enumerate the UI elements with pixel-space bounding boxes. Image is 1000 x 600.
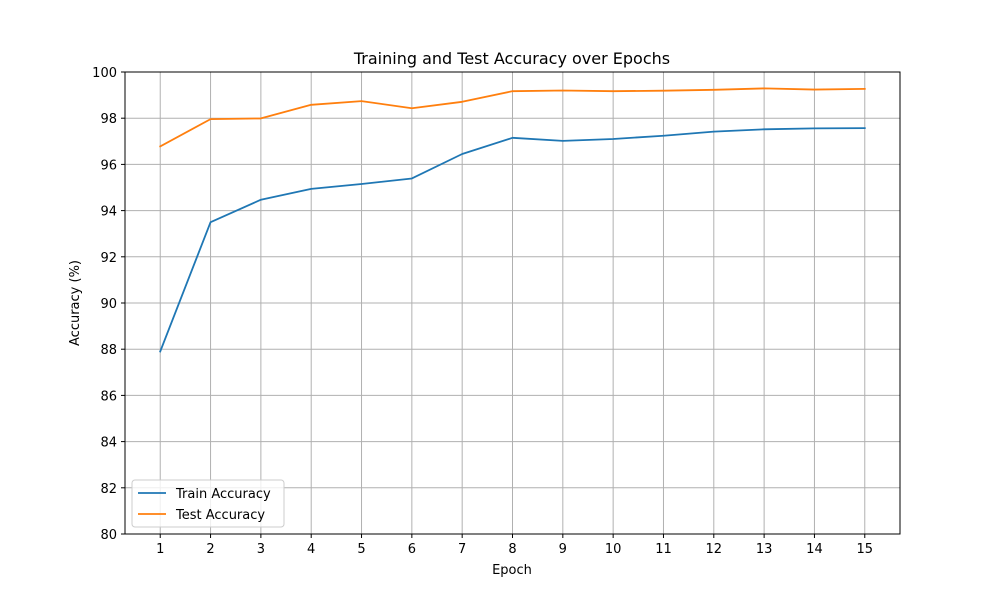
- y-tick-label: 98: [100, 112, 117, 127]
- x-tick-label: 15: [856, 542, 873, 557]
- x-tick-label: 2: [206, 542, 214, 557]
- legend-label: Train Accuracy: [175, 487, 271, 502]
- y-axis-label: Accuracy (%): [68, 260, 83, 346]
- y-tick-label: 84: [100, 436, 117, 451]
- x-tick-label: 8: [508, 542, 516, 557]
- y-tick-label: 92: [100, 251, 117, 266]
- y-tick-label: 100: [92, 66, 117, 81]
- x-tick-label: 13: [756, 542, 773, 557]
- legend: Train Accuracy Test Accuracy: [131, 479, 285, 528]
- x-tick-label: 5: [357, 542, 365, 557]
- x-tick-label: 7: [458, 542, 466, 557]
- legend-label: Test Accuracy: [175, 508, 265, 523]
- axis-ticks: 1 2 3 4 5 6 7 8 9 10 11 12 13 14 158082848688909294969…: [92, 66, 873, 557]
- x-tick-label: 14: [806, 542, 823, 557]
- chart-title: Training and Test Accuracy over Epochs: [353, 49, 670, 68]
- x-tick-label: 11: [655, 542, 672, 557]
- x-tick-label: 9: [559, 542, 567, 557]
- x-tick-label: 12: [706, 542, 723, 557]
- y-tick-label: 88: [100, 343, 117, 358]
- y-tick-label: 82: [100, 482, 117, 497]
- x-tick-label: 1: [156, 542, 164, 557]
- y-tick-label: 94: [100, 205, 117, 220]
- x-axis-label: Epoch: [492, 563, 532, 578]
- x-tick-label: 6: [408, 542, 416, 557]
- y-tick-label: 90: [100, 297, 117, 312]
- x-tick-label: 3: [257, 542, 265, 557]
- legend-box: [131, 479, 285, 528]
- y-tick-label: 86: [100, 389, 117, 404]
- series-line-test-accuracy: [159, 87, 866, 148]
- series-lines: [159, 87, 866, 353]
- x-tick-label: 4: [307, 542, 315, 557]
- x-tick-label: 10: [605, 542, 622, 557]
- y-tick-label: 80: [100, 528, 117, 543]
- series-line-train-accuracy: [159, 127, 866, 353]
- y-tick-label: 96: [100, 158, 117, 173]
